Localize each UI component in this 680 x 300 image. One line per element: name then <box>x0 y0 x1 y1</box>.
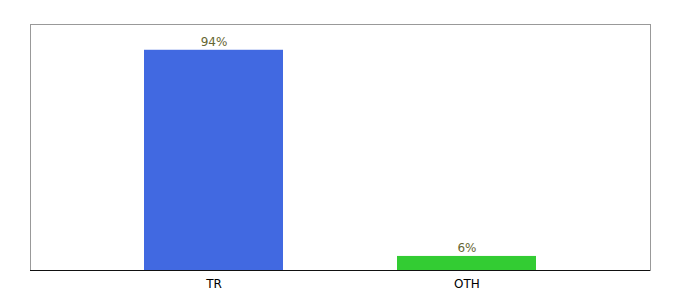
svg-text:94%: 94% <box>201 35 228 49</box>
svg-text:6%: 6% <box>457 241 476 255</box>
svg-text:OTH: OTH <box>454 277 480 291</box>
svg-text:TR: TR <box>205 277 222 291</box>
